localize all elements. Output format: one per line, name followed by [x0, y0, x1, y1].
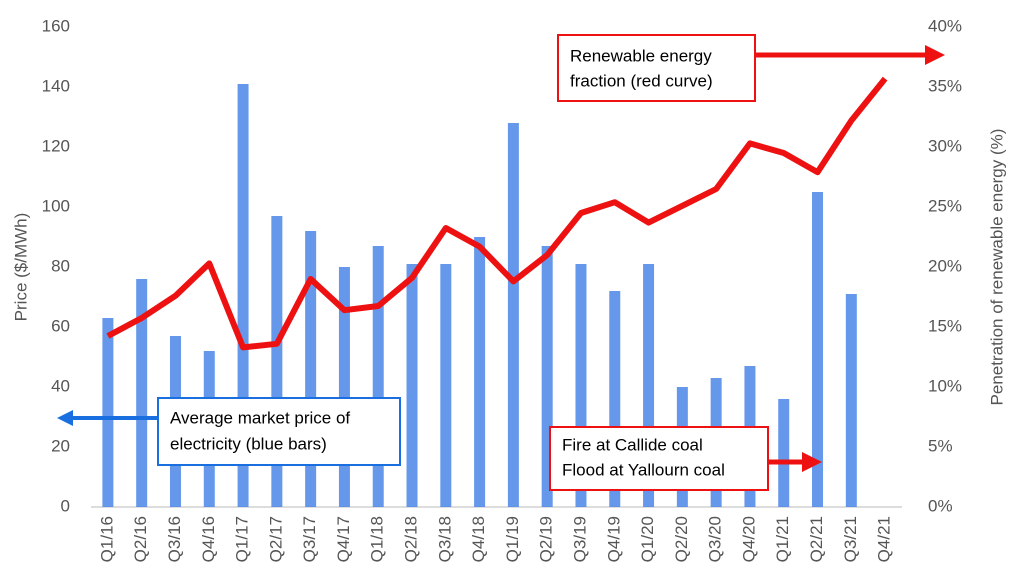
y2-tick-label: 20%	[928, 256, 962, 275]
x-tick-label: Q2/18	[402, 516, 421, 562]
annotation: electricity (blue bars)	[170, 434, 327, 453]
annotation: Renewable energy	[570, 46, 712, 65]
y2-tick-label: 35%	[928, 76, 962, 95]
y2-tick-label: 0%	[928, 496, 953, 515]
bar	[609, 291, 621, 507]
x-tick-label: Q2/19	[537, 516, 556, 562]
bar	[237, 84, 249, 507]
x-tick-label: Q2/20	[672, 516, 691, 562]
x-tick-label: Q3/21	[841, 516, 860, 562]
bar	[372, 246, 384, 507]
y-tick-label: 0	[61, 496, 70, 515]
y2-tick-label: 30%	[928, 136, 962, 155]
annotation: Fire at Callide coal	[562, 435, 703, 454]
x-tick-label: Q3/18	[435, 516, 454, 562]
x-tick-label: Q4/17	[334, 516, 353, 562]
y2-tick-label: 5%	[928, 436, 953, 455]
y-tick-label: 40	[51, 376, 70, 395]
x-tick-label: Q2/17	[266, 516, 285, 562]
bar	[575, 264, 587, 507]
bar	[507, 123, 519, 507]
bar	[778, 399, 790, 507]
annotation-box	[557, 34, 756, 102]
y-tick-label: 100	[42, 196, 70, 215]
bar	[406, 264, 418, 507]
annotation-box	[549, 426, 769, 491]
x-tick-label: Q4/20	[739, 516, 758, 562]
bar	[338, 267, 350, 507]
x-tick-label: Q2/21	[807, 516, 826, 562]
bar	[440, 264, 452, 507]
annotation-box	[157, 397, 401, 466]
bar	[271, 216, 283, 507]
y2-tick-label: 15%	[928, 316, 962, 335]
bar	[102, 318, 114, 507]
annotation: fraction (red curve)	[570, 71, 713, 90]
bar	[643, 264, 655, 507]
x-tick-label: Q1/21	[773, 516, 792, 562]
y2-tick-label: 10%	[928, 376, 962, 395]
bar	[845, 294, 857, 507]
y-tick-label: 80	[51, 256, 70, 275]
y2-axis-label: Penetration of renewable energy (%)	[987, 129, 1006, 406]
annotation: Average market price of	[170, 408, 350, 427]
x-tick-label: Q2/16	[131, 516, 150, 562]
y-tick-label: 140	[42, 76, 70, 95]
bar	[812, 192, 824, 507]
x-tick-label: Q1/16	[97, 516, 116, 562]
x-tick-label: Q4/18	[469, 516, 488, 562]
x-tick-label: Q1/19	[503, 516, 522, 562]
x-tick-label: Q3/20	[706, 516, 725, 562]
bar	[305, 231, 317, 507]
bar	[136, 279, 148, 507]
x-tick-label: Q1/18	[368, 516, 387, 562]
line	[106, 76, 888, 351]
y-axis-label: Price ($/MWh)	[11, 213, 30, 322]
bar	[541, 246, 553, 507]
x-tick-label: Q3/19	[570, 516, 589, 562]
x-tick-label: Q1/17	[233, 516, 252, 562]
y-tick-label: 160	[42, 16, 70, 35]
y2-tick-label: 25%	[928, 196, 962, 215]
y2-tick-label: 40%	[928, 16, 962, 35]
x-tick-label: Q4/16	[199, 516, 218, 562]
x-tick-label: Q1/20	[638, 516, 657, 562]
x-tick-label: Q3/16	[165, 516, 184, 562]
y-tick-label: 60	[51, 316, 70, 335]
x-tick-label: Q3/17	[300, 516, 319, 562]
bar	[474, 237, 486, 507]
annotation: Flood at Yallourn coal	[562, 460, 725, 479]
y-tick-label: 20	[51, 436, 70, 455]
x-tick-label: Q4/21	[875, 516, 894, 562]
y-tick-label: 120	[42, 136, 70, 155]
x-tick-label: Q4/19	[604, 516, 623, 562]
